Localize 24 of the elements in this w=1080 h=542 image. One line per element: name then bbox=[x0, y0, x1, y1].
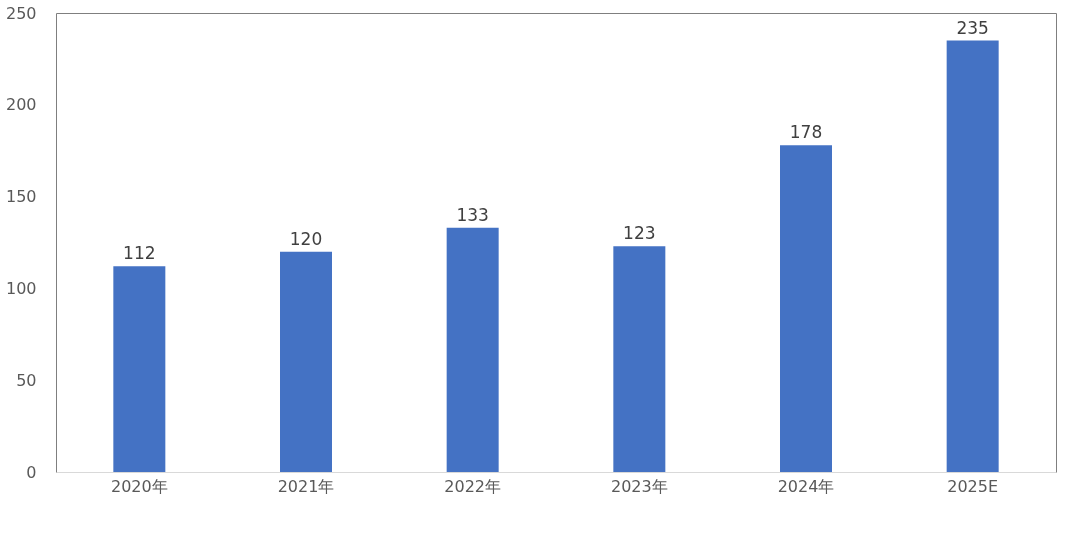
x-tick-label: 2023年 bbox=[610, 476, 668, 496]
bar bbox=[280, 251, 332, 472]
y-tick-label: 250 bbox=[5, 3, 37, 23]
bar bbox=[446, 227, 499, 472]
data-label: 120 bbox=[289, 228, 323, 249]
x-tick-label: 2025E bbox=[947, 476, 999, 496]
y-tick-label: 50 bbox=[16, 370, 37, 390]
y-tick-label: 100 bbox=[5, 278, 37, 298]
data-label: 235 bbox=[956, 17, 989, 38]
x-tick-label: 2022年 bbox=[444, 476, 502, 496]
y-tick-label: 200 bbox=[5, 95, 37, 115]
bar bbox=[780, 145, 832, 472]
data-label: 133 bbox=[456, 204, 489, 225]
bar bbox=[113, 266, 166, 472]
bar bbox=[946, 40, 999, 472]
x-tick-label: 2024年 bbox=[777, 476, 835, 496]
y-tick-label: 150 bbox=[5, 187, 37, 207]
bar bbox=[613, 246, 666, 472]
data-label: 112 bbox=[123, 243, 156, 264]
x-tick-label: 2020年 bbox=[110, 476, 168, 496]
data-label: 123 bbox=[623, 223, 656, 244]
data-label: 178 bbox=[789, 122, 823, 143]
y-tick-label: 0 bbox=[26, 462, 37, 482]
x-tick-label: 2021年 bbox=[277, 476, 335, 496]
